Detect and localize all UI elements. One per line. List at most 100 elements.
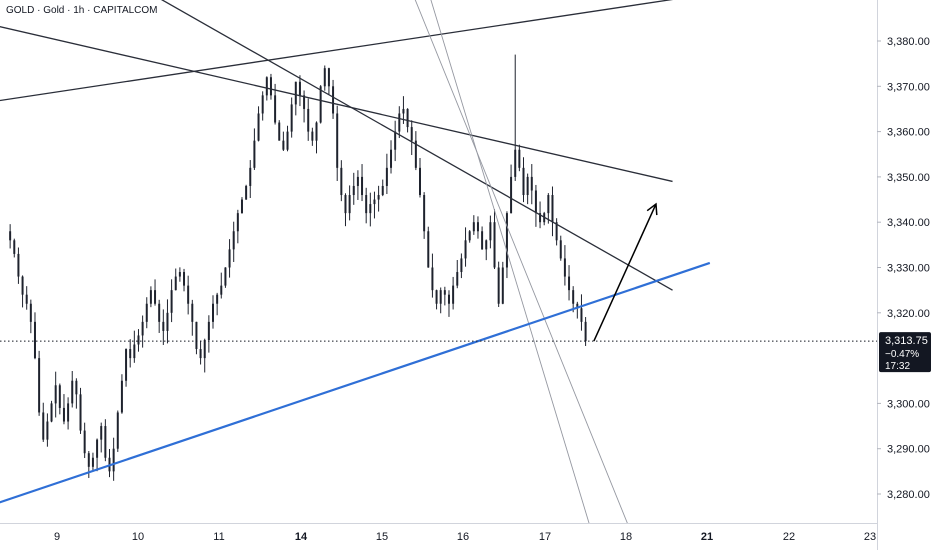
candle-body [559,240,562,259]
candle-body [377,195,380,200]
candle-body [216,294,219,304]
time-axis[interactable]: 9 10 11 14 15 16 17 18 21 22 23 [0,523,877,550]
price-axis-label: 3,280.00 [887,489,930,501]
candle-body [224,267,227,286]
candle-body [240,199,243,214]
projection-arrow-line[interactable] [593,203,657,342]
drawings-layer[interactable] [0,0,877,554]
candle-body [282,140,285,150]
candle-body [497,267,500,304]
candle-body [71,380,74,404]
candle-body [547,195,550,214]
candle-body [100,426,103,440]
candle-body [394,131,397,150]
price-badge-background [879,332,931,373]
candle-body [555,222,558,241]
candle-body [145,303,148,322]
candle-body [390,149,393,168]
price-axis-label: 3,330.00 [887,263,930,275]
candle-body [518,149,521,168]
resistance-trendline[interactable] [0,0,697,109]
candle-body [50,403,53,422]
candle-body [580,308,583,322]
price-axis-label: 3,290.00 [887,444,930,456]
candle-body [166,312,169,331]
time-axis-label: 9 [54,531,60,543]
resistance-trendline[interactable] [0,14,673,183]
candle-body [42,412,45,440]
candle-body [315,122,318,141]
candle-body [402,108,405,114]
candle-body [129,349,132,359]
candle-body [249,167,252,186]
candle-body [154,290,157,304]
candle-body [298,81,301,96]
candle-body [125,349,128,381]
candle-body [526,176,529,196]
candle-body [195,321,198,350]
candle-body [356,176,359,186]
support-trendline[interactable] [0,261,711,521]
candle-body [485,240,488,250]
candle-body [120,380,123,413]
candle-body [348,195,351,214]
candle-body [87,453,90,467]
candle-body [327,68,330,87]
price-axis-label: 3,380.00 [887,36,930,48]
candle-body [294,81,297,105]
time-axis-label: 10 [132,531,144,543]
steep-trendline[interactable] [428,0,599,554]
time-axis-label: 23 [864,531,876,543]
candle-body [365,195,368,214]
candle-body [265,77,268,96]
candle-body [385,167,388,186]
candle-body [460,258,463,273]
candle-body [481,231,484,250]
time-axis-background [0,523,877,550]
candle-body [510,176,513,214]
steep-trendline[interactable] [412,0,640,554]
candle-body [344,195,347,214]
candle-body [133,344,136,359]
candle-body [75,380,78,395]
candle-body [514,149,517,177]
candle-body [96,439,99,458]
candle-body [162,321,165,331]
resistance-trendline[interactable] [147,0,673,291]
candle-body [178,272,181,277]
candle-body [207,321,210,340]
candles-layer [9,54,587,481]
candle-body [423,195,426,232]
candle-body [290,104,293,132]
candle-body [141,321,144,336]
price-badge: 3,313.75 −0.47%17:32 [879,332,931,373]
candle-body [534,190,537,214]
time-axis-label: 22 [783,531,795,543]
candle-body [170,290,173,313]
price-axis-background [877,0,932,550]
candle-body [236,213,239,232]
candle-body [54,385,57,404]
candle-body [187,285,190,304]
candle-body [452,285,455,304]
time-axis-label: 18 [620,531,632,543]
candle-body [13,240,16,254]
candle-body [414,140,417,168]
price-axis[interactable]: 3,380.00 3,370.00 3,360.00 3,350.00 3,340.00… [877,0,932,550]
time-axis-label: 11 [213,531,224,543]
candle-body [21,276,24,295]
candle-body [319,86,322,123]
chart-title: GOLD · Gold · 1h · CAPITALCOM [6,5,158,16]
candle-body [563,258,566,277]
time-axis-label: 16 [457,531,469,543]
candle-body [9,231,12,241]
candle-body [361,176,364,196]
candle-body [584,321,587,342]
candle-body [472,222,475,232]
candle-body [447,294,450,304]
candle-body [576,303,579,309]
candle-body [245,185,248,200]
candle-body [539,213,542,223]
